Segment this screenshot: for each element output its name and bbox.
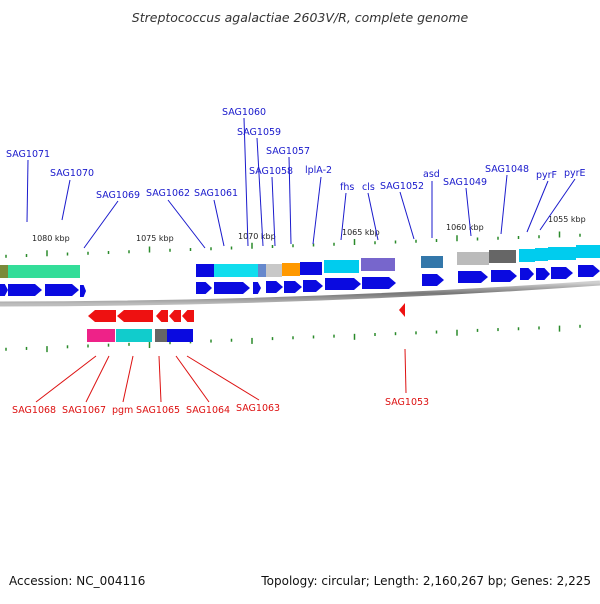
gene-label-pyrE: pyrE <box>564 168 586 179</box>
gene-arrow-forward <box>520 268 534 280</box>
gene-label-SAG1058: SAG1058 <box>249 166 293 177</box>
gene-label-SAG1064: SAG1064 <box>186 405 230 416</box>
gene-arrow-reverse <box>156 310 168 322</box>
gene-label-SAG1071: SAG1071 <box>6 149 50 160</box>
leader-line <box>288 156 292 245</box>
gene-arrow-forward <box>362 277 396 289</box>
gene-arrow-forward <box>80 285 86 297</box>
feature-blocks-forward <box>0 245 600 278</box>
gene-arrow-forward <box>458 271 488 283</box>
gene-label-lplA-2: lplA-2 <box>305 165 332 176</box>
genome-summary-text: Topology: circular; Length: 2,160,267 bp… <box>260 574 591 588</box>
gene-label-pyrF: pyrF <box>536 170 557 181</box>
gene-arrow-forward <box>325 278 361 290</box>
leader-lines-reverse <box>35 348 407 403</box>
leader-line <box>312 176 322 245</box>
map-title: Streptococcus agalactiae 2603V/R, comple… <box>132 10 469 25</box>
scale-label-1065: 1065 kbp <box>342 228 380 237</box>
gene-arrows-reverse <box>88 310 194 322</box>
gene-label-SAG1061: SAG1061 <box>194 188 238 199</box>
gene-arrows-forward <box>0 265 600 297</box>
gene-arrow-forward <box>214 282 250 294</box>
leader-line <box>500 174 508 235</box>
gene-arrow-forward <box>422 274 444 286</box>
leader-lines-forward <box>26 117 576 249</box>
gene-arrow-reverse <box>117 310 153 322</box>
gene-arrow-forward <box>284 281 302 293</box>
gene-arrow-forward <box>45 284 79 296</box>
leader-line <box>213 199 225 247</box>
leader-line <box>243 117 249 247</box>
gene-arrow-forward <box>551 267 573 279</box>
genome-backbone <box>0 280 600 307</box>
gene-label-SAG1068: SAG1068 <box>12 405 56 416</box>
leader-line <box>399 191 415 240</box>
scale-ticks-upper <box>5 231 581 258</box>
gene-label-SAG1057: SAG1057 <box>266 146 310 157</box>
leader-line <box>85 355 110 403</box>
leader-line <box>122 355 134 403</box>
gene-label-SAG1053: SAG1053 <box>385 397 429 408</box>
accession-text: Accession: NC_004116 <box>9 574 145 588</box>
leader-line <box>83 200 119 249</box>
scale-ticks-lower <box>5 324 581 353</box>
leader-line <box>175 355 210 403</box>
gene-label-SAG1065: SAG1065 <box>136 405 180 416</box>
leader-line <box>256 137 264 247</box>
leader-line <box>340 192 347 241</box>
gene-arrow-reverse <box>88 310 116 322</box>
gene-label-SAG1052: SAG1052 <box>380 181 424 192</box>
leader-line <box>271 176 276 247</box>
gene-arrow-forward <box>253 282 261 294</box>
scale-label-1075: 1075 kbp <box>136 234 174 243</box>
leader-line <box>35 355 97 403</box>
leader-line <box>158 355 162 403</box>
gene-label-SAG1059: SAG1059 <box>237 127 281 138</box>
gene-arrow-forward <box>8 284 42 296</box>
gene-label-SAG1060: SAG1060 <box>222 107 266 118</box>
leader-line <box>526 180 549 233</box>
gene-label-asd: asd <box>423 169 440 180</box>
scale-label-1060: 1060 kbp <box>446 223 484 232</box>
scale-label-1070: 1070 kbp <box>238 232 276 241</box>
leader-line <box>26 159 29 223</box>
leader-line <box>167 199 206 249</box>
scale-label-1080: 1080 kbp <box>32 234 70 243</box>
leader-line <box>186 355 260 401</box>
leader-line <box>61 179 71 221</box>
leader-line <box>404 348 407 394</box>
gene-label-SAG1049: SAG1049 <box>443 177 487 188</box>
gene-label-cls: cls <box>362 182 375 193</box>
feature-blocks-reverse <box>87 329 193 342</box>
gene-arrow-forward <box>303 280 323 292</box>
gene-arrow-forward <box>266 281 283 293</box>
gene-arrow-SAG1053 <box>399 303 405 317</box>
gene-label-SAG1070: SAG1070 <box>50 168 94 179</box>
gene-label-fhs: fhs <box>340 182 354 193</box>
gene-arrow-reverse <box>169 310 181 322</box>
leader-line <box>367 192 379 241</box>
gene-label-SAG1062: SAG1062 <box>146 188 190 199</box>
gene-arrow-forward <box>0 284 8 296</box>
gene-arrow-reverse <box>182 310 194 322</box>
gene-arrow-forward <box>578 265 600 277</box>
gene-label-SAG1048: SAG1048 <box>485 164 529 175</box>
scale-label-1055: 1055 kbp <box>548 215 586 224</box>
gene-arrow-forward <box>536 268 550 280</box>
gene-label-SAG1063: SAG1063 <box>236 403 280 414</box>
leader-line <box>465 187 472 237</box>
gene-label-SAG1069: SAG1069 <box>96 190 140 201</box>
leader-line <box>539 178 576 231</box>
gene-arrow-forward <box>196 282 212 294</box>
gene-label-pgm: pgm <box>112 405 133 416</box>
gene-arrow-forward <box>491 270 517 282</box>
gene-label-SAG1067: SAG1067 <box>62 405 106 416</box>
